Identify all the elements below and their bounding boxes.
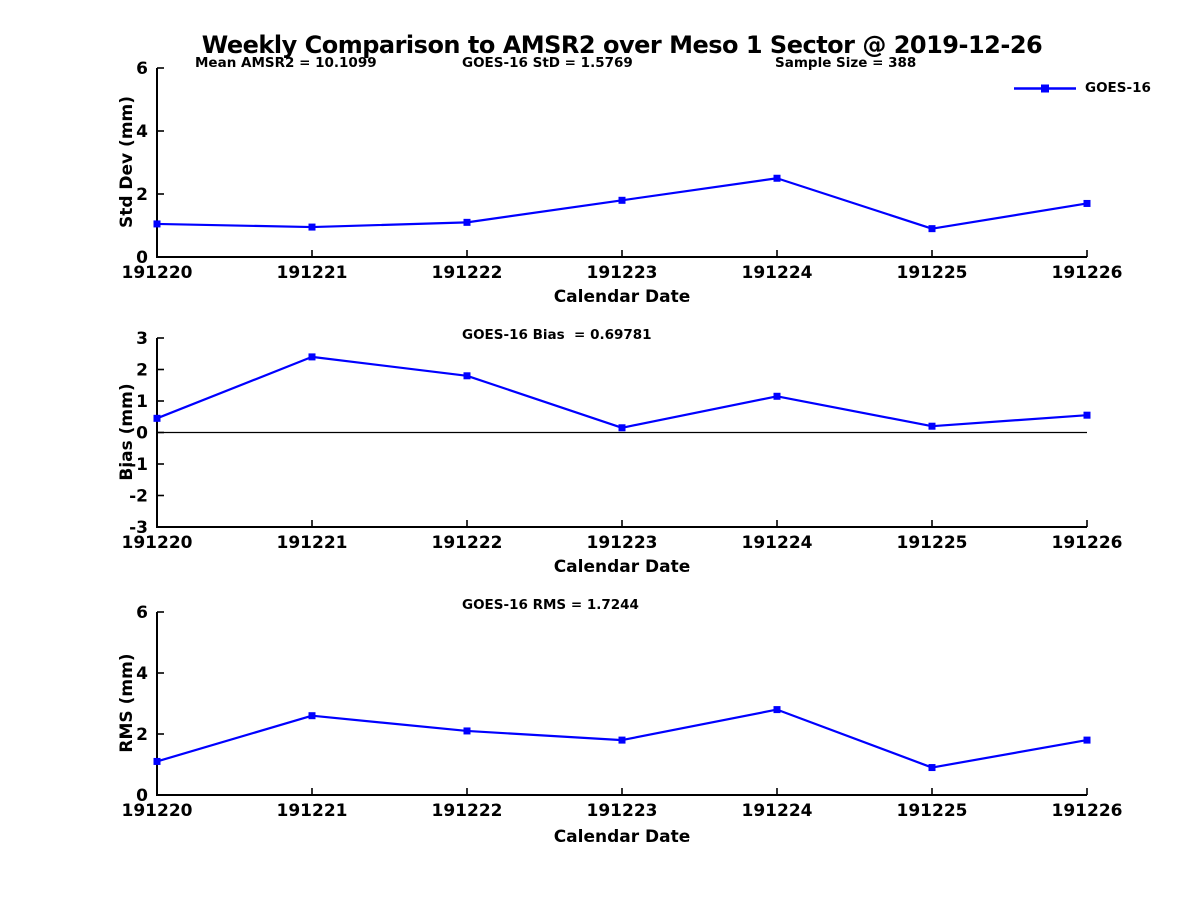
data-point-marker <box>618 196 626 204</box>
x-axis-label-bottom: Calendar Date <box>553 827 691 847</box>
legend-square-marker-icon <box>1041 84 1049 92</box>
y-tick-label: -3 <box>129 518 148 538</box>
data-point-marker <box>773 706 781 714</box>
y-tick-label: 0 <box>136 248 148 268</box>
x-tick-label: 191222 <box>432 801 503 821</box>
x-axis-label-top: Calendar Date <box>553 287 691 307</box>
chart-std-dev: 0 2 4 6 191220 191221 191222 191223 191224 191225… <box>122 59 1123 283</box>
x-tick-label: 191226 <box>1052 263 1123 283</box>
data-point-marker <box>463 218 471 226</box>
data-point-marker <box>308 712 316 720</box>
annotation-goes16-rms: GOES-16 RMS = 1.7244 <box>462 597 639 613</box>
y-tick-label: 2 <box>136 185 148 205</box>
y-tick-label: 2 <box>136 725 148 745</box>
data-point-marker <box>928 764 936 772</box>
data-point-marker <box>618 424 626 432</box>
figure-title: Weekly Comparison to AMSR2 over Meso 1 S… <box>201 31 1043 59</box>
data-point-marker <box>153 220 161 228</box>
x-tick-label: 191223 <box>587 263 658 283</box>
y-tick-label: 3 <box>136 329 148 349</box>
x-tick-label: 191221 <box>277 533 348 553</box>
data-point-marker <box>153 414 161 422</box>
x-tick-label: 191225 <box>897 533 968 553</box>
x-tick-label: 191220 <box>122 263 193 283</box>
y-tick-label: 0 <box>136 424 148 444</box>
y-tick-label: 6 <box>136 59 148 79</box>
data-point-marker <box>1083 736 1091 744</box>
x-tick-label: 191223 <box>587 533 658 553</box>
annotation-goes16-std: GOES-16 StD = 1.5769 <box>462 55 633 71</box>
y-tick-label: 6 <box>136 603 148 623</box>
legend-line-sample <box>1014 84 1076 92</box>
y-tick-label: -2 <box>129 487 148 507</box>
y-tick-label: 4 <box>136 664 148 684</box>
data-point-marker <box>308 223 316 231</box>
legend-label: GOES-16 <box>1085 80 1151 96</box>
x-tick-label: 191225 <box>897 263 968 283</box>
y-tick-label: 4 <box>136 122 148 142</box>
x-tick-label: 191226 <box>1052 801 1123 821</box>
x-tick-label: 191222 <box>432 533 503 553</box>
y-tick-label: 1 <box>136 392 148 412</box>
annotation-mean-amsr2: Mean AMSR2 = 10.1099 <box>195 55 377 71</box>
data-point-marker <box>463 372 471 380</box>
y-tick-label: 2 <box>136 361 148 381</box>
annotation-goes16-bias: GOES-16 Bias = 0.69781 <box>462 327 652 343</box>
legend: GOES-16 <box>1012 80 1151 96</box>
y-tick-label: 0 <box>136 786 148 806</box>
chart-rms: 0 2 4 6 191220 191221 191222 191223 191224 191225… <box>122 603 1123 821</box>
x-tick-label: 191220 <box>122 533 193 553</box>
data-point-marker <box>1083 411 1091 419</box>
data-point-marker <box>153 757 161 765</box>
x-tick-label: 191224 <box>742 801 813 821</box>
x-tick-label: 191220 <box>122 801 193 821</box>
data-line <box>155 355 1089 429</box>
x-tick-label: 191221 <box>277 263 348 283</box>
x-tick-label: 191221 <box>277 801 348 821</box>
data-point-marker <box>928 225 936 233</box>
y-tick-label: -1 <box>129 455 148 475</box>
x-tick-label: 191224 <box>742 263 813 283</box>
annotation-sample-size: Sample Size = 388 <box>775 55 917 71</box>
x-tick-label: 191224 <box>742 533 813 553</box>
data-point-marker <box>773 392 781 400</box>
data-point-marker <box>308 353 316 361</box>
data-point-marker <box>618 736 626 744</box>
data-point-marker <box>773 174 781 182</box>
x-tick-label: 191223 <box>587 801 658 821</box>
data-point-marker <box>928 422 936 430</box>
x-tick-label: 191225 <box>897 801 968 821</box>
x-axis-label-middle: Calendar Date <box>553 557 691 577</box>
x-tick-label: 191226 <box>1052 533 1123 553</box>
chart-bias: -3 -2 -1 0 1 2 3 191220 191221 191222 191223 191224… <box>122 329 1123 553</box>
data-point-marker <box>463 727 471 735</box>
data-point-marker <box>1083 199 1091 207</box>
x-tick-label: 191222 <box>432 263 503 283</box>
